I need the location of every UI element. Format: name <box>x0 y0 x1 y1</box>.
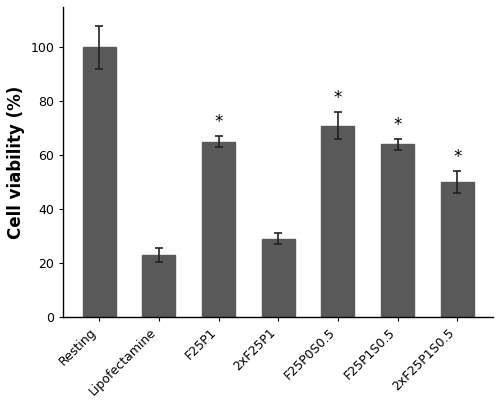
Bar <box>262 239 294 317</box>
Bar <box>381 144 414 317</box>
Text: *: * <box>453 148 462 166</box>
Bar <box>202 142 235 317</box>
Y-axis label: Cell viability (%): Cell viability (%) <box>7 85 25 239</box>
Bar <box>322 126 354 317</box>
Bar <box>83 47 116 317</box>
Bar <box>142 255 176 317</box>
Text: *: * <box>214 113 222 131</box>
Text: *: * <box>334 89 342 107</box>
Bar <box>441 182 474 317</box>
Text: *: * <box>394 115 402 134</box>
